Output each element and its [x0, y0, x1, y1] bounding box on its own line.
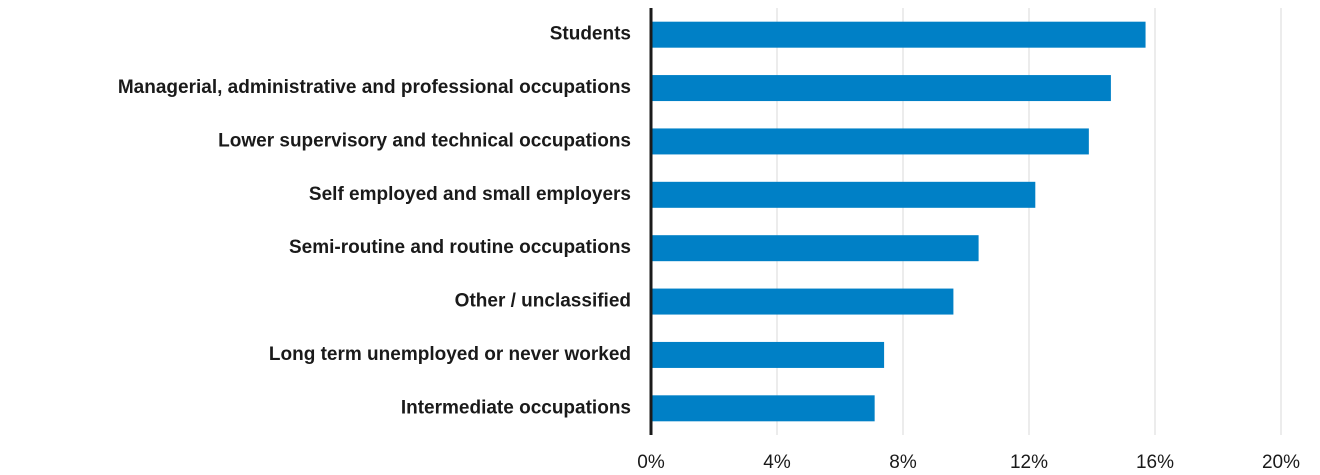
bar	[651, 395, 875, 422]
y-tick-label: Lower supervisory and technical occupati…	[218, 130, 631, 151]
y-tick-label: Other / unclassified	[455, 291, 631, 312]
y-tick-label: Managerial, administrative and professio…	[118, 77, 631, 98]
x-tick-label: 4%	[763, 452, 791, 473]
x-tick-label: 20%	[1262, 452, 1300, 473]
y-tick-label: Long term unemployed or never worked	[269, 344, 631, 365]
x-tick-label: 16%	[1136, 452, 1174, 473]
bar	[651, 21, 1146, 48]
x-tick-label: 0%	[637, 452, 665, 473]
x-tick-label: 12%	[1010, 452, 1048, 473]
y-tick-label: Students	[550, 24, 631, 45]
bar	[651, 341, 885, 368]
x-tick-label: 8%	[889, 452, 917, 473]
y-tick-label: Self employed and small employers	[309, 184, 631, 205]
bar	[651, 128, 1089, 155]
y-tick-label: Intermediate occupations	[401, 397, 631, 418]
bar	[651, 75, 1111, 102]
bar	[651, 181, 1036, 208]
y-tick-label: Semi-routine and routine occupations	[289, 237, 631, 258]
bar	[651, 288, 954, 315]
bar	[651, 235, 979, 262]
